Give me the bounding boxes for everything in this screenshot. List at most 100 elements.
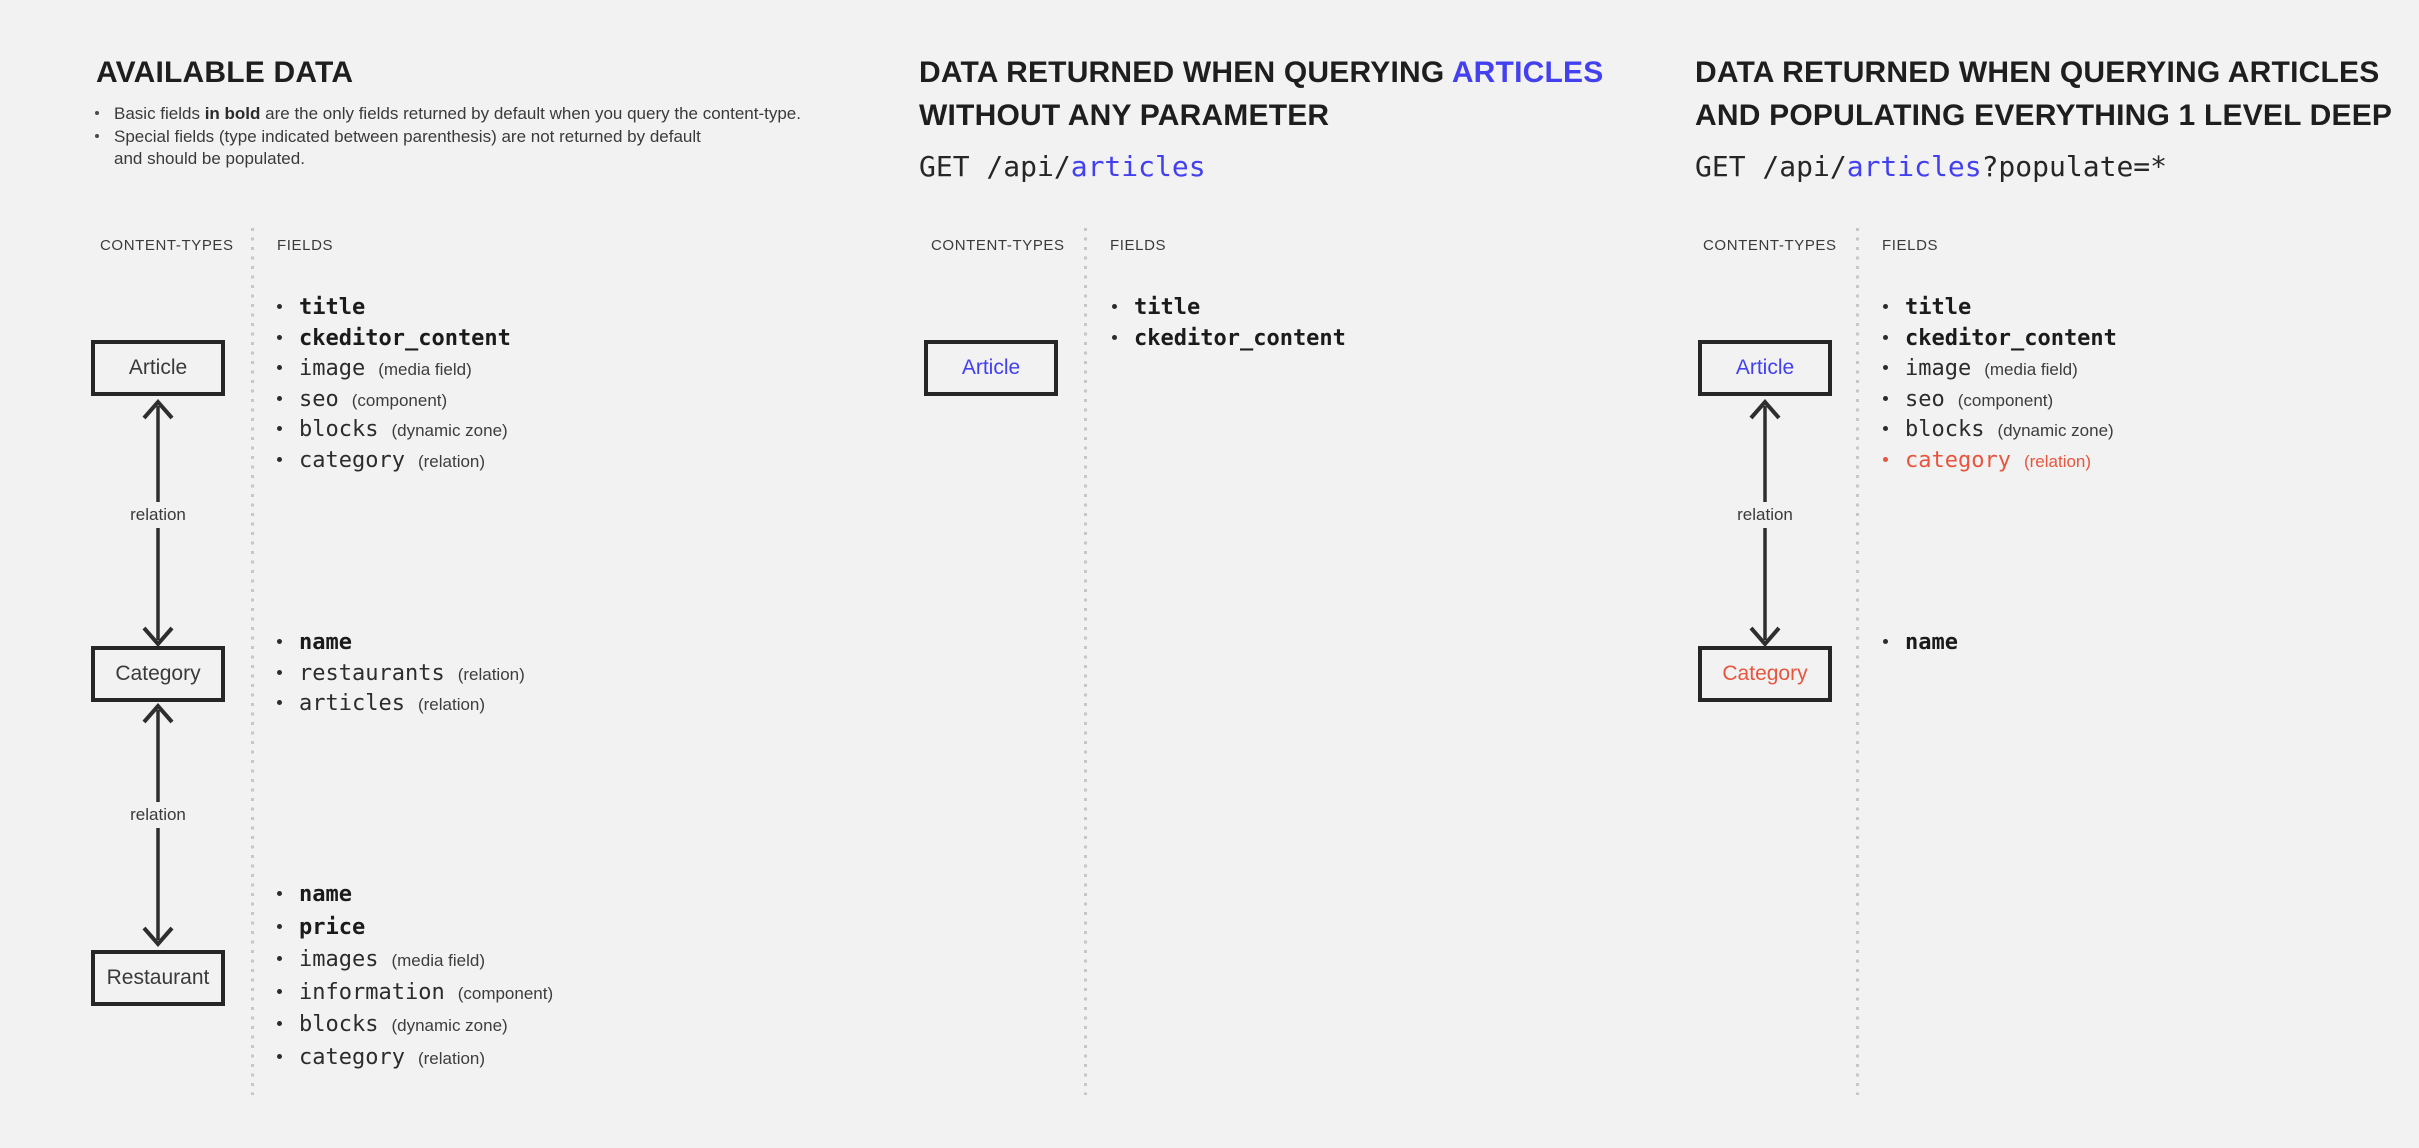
column1-notes: Basic fields in bold are the only fields… [95,103,801,171]
field-type: (component) [351,390,448,410]
bullet-icon [95,111,99,115]
field-row: title [277,293,524,324]
bullet-icon [277,334,282,340]
field-row: articles (relation) [277,689,525,720]
field-type: (relation) [417,695,486,714]
note-basic-fields: Basic fields in bold are the only fields… [95,103,801,126]
field-row: blocks (dynamic zone) [277,415,524,446]
field-name: image [1905,356,1972,381]
field-name: restaurants [299,660,445,686]
box-label: Category [115,662,201,685]
bullet-icon [277,1021,282,1027]
article-fields-list: title ckeditor_content image (media field… [277,293,524,476]
column2-heading-line1: DATA RETURNED WHEN QUERYING ARTICLES [919,51,1603,94]
field-row: category (relation) [1883,446,2130,477]
article-fields-list: title ckeditor_content image (media field… [1883,293,2130,476]
field-name: seo [299,386,339,412]
box-label: Category [1722,662,1808,685]
bullet-icon [1883,395,1888,401]
bullet-icon [277,956,282,962]
field-name: category [299,1044,405,1070]
heading-accent-text: ARTICLES [1451,56,1604,89]
field-type: (media field) [1984,360,2078,379]
bullet-icon [1883,334,1888,340]
bullet-icon [277,988,282,994]
bullet-icon [277,639,282,644]
column2-heading-line2: WITHOUT ANY PARAMETER [919,94,1603,137]
field-name: price [299,914,366,940]
box-label: Article [1735,356,1795,379]
field-name: title [1905,295,1972,320]
field-type: (dynamic zone) [391,421,508,440]
bullet-icon [277,426,282,431]
field-type: (media field) [391,951,486,971]
column1-heading-text: AVAILABLE DATA [96,56,354,89]
field-row: images (media field) [277,944,553,977]
field-row: blocks (dynamic zone) [1883,415,2130,446]
field-type: (component) [1957,390,2054,410]
field-type: (component) [457,983,554,1003]
field-name: title [1134,295,1201,320]
column3-heading-line1: DATA RETURNED WHEN QUERYING ARTICLES [1695,51,2392,94]
field-type: (dynamic zone) [1997,421,2114,440]
field-name: name [299,882,352,907]
box-label: Restaurant [106,966,210,989]
relation-label: relation [1730,502,1800,528]
column3-request-code: GET /api/articles?populate=* [1695,150,2167,184]
bullet-icon [1883,304,1888,309]
category-fields-list: name restaurants (relation) articles (rela… [277,628,525,720]
column1-heading: AVAILABLE DATA [96,51,353,94]
bullet-icon [1883,639,1888,644]
field-name: category [299,447,405,473]
field-row: price [277,912,553,945]
column2-dotted-separator [1084,228,1087,1095]
note-special-fields-line2: and should be populated. [95,148,801,171]
field-row: information (component) [277,977,553,1010]
heading-text: AND POPULATING EVERYTHING 1 LEVEL DEEP [1695,99,2393,132]
column1-label-fields: FIELDS [277,237,334,254]
field-name: ckeditor_content [299,325,511,351]
content-type-box-article: Article [924,340,1058,396]
note-special-fields: Special fields (type indicated between p… [95,126,801,149]
note-text: are the only fields returned by default … [260,104,801,123]
field-row: title [1883,293,2130,324]
field-type: (relation) [417,451,486,471]
note-text: Special fields (type indicated between p… [114,126,701,146]
bullet-icon [277,700,282,705]
column3-label-content-types: CONTENT-TYPES [1703,237,1837,254]
bullet-icon [1112,334,1117,340]
field-type: (relation) [457,664,525,684]
box-label: Article [961,356,1021,379]
field-type: (media field) [378,360,472,379]
content-type-box-article: Article [1698,340,1832,396]
box-label: Article [128,356,188,379]
field-name: title [299,295,366,320]
content-type-box-article: Article [91,340,225,396]
relation-label: relation [123,502,193,528]
column3-heading-line2: AND POPULATING EVERYTHING 1 LEVEL DEEP [1695,94,2392,137]
field-row: image (media field) [1883,354,2130,385]
column1-label-content-types: CONTENT-TYPES [100,237,234,254]
note-text-bold: in bold [204,104,261,123]
field-row: ckeditor_content [1112,324,1359,355]
field-row: seo (component) [277,385,524,416]
article-fields-list: title ckeditor_content [1112,293,1359,354]
field-name: blocks [299,1012,379,1038]
field-row: blocks (dynamic zone) [277,1009,553,1042]
bullet-icon [277,456,282,462]
field-row: ckeditor_content [1883,324,2130,355]
relation-label: relation [123,802,193,828]
field-name: name [1905,630,1958,655]
note-text: Basic fields [114,104,205,123]
column3-label-fields: FIELDS [1882,237,1939,254]
column3-heading: DATA RETURNED WHEN QUERYING ARTICLES AND… [1695,51,2392,137]
column3-dotted-separator [1856,228,1859,1095]
field-name: ckeditor_content [1905,325,2117,351]
note-text: and should be populated. [114,149,305,168]
field-type: (dynamic zone) [391,1016,508,1036]
field-name: image [299,356,366,381]
field-name: blocks [1905,417,1985,442]
restaurant-fields-list: name price images (media field) informati… [277,879,553,1075]
category-fields-list: name [1883,628,1971,659]
